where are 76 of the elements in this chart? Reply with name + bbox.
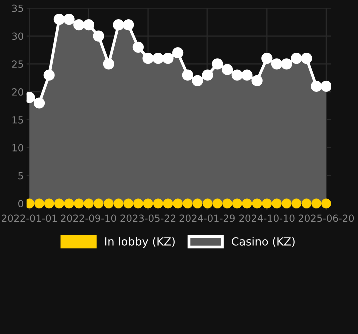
point [162, 53, 174, 64]
point [34, 98, 46, 109]
point [291, 53, 302, 64]
point [103, 58, 114, 70]
point [252, 75, 263, 86]
point [44, 198, 54, 209]
point [212, 58, 224, 70]
y-tick-label: 5 [18, 172, 24, 180]
point [143, 198, 154, 209]
point [281, 58, 292, 70]
point [182, 70, 194, 81]
point [262, 198, 272, 209]
point [93, 30, 104, 42]
y-tick-label: 15 [12, 116, 24, 124]
point [83, 20, 95, 31]
point [84, 198, 94, 209]
point [222, 198, 232, 209]
point [242, 198, 252, 209]
point [311, 80, 322, 92]
point [232, 70, 243, 81]
y-tick-label: 25 [12, 60, 24, 68]
legend-label: In lobby (KZ) [105, 237, 175, 248]
point [153, 198, 164, 209]
point [302, 198, 312, 209]
point [114, 198, 124, 209]
x-tick-label: 2023-05-22 [120, 214, 176, 222]
point [292, 198, 302, 209]
x-tick-label: 2022-01-01 [2, 214, 58, 222]
point [34, 198, 44, 209]
point [272, 198, 282, 209]
point [142, 53, 154, 64]
x-tick-label: 2024-01-29 [180, 214, 235, 222]
point [163, 198, 174, 209]
x-tick-label: 2024-10-10 [240, 214, 295, 222]
point [124, 198, 134, 209]
point [132, 42, 144, 53]
point [54, 198, 64, 209]
point [282, 198, 292, 209]
point [232, 198, 242, 209]
point [242, 70, 253, 81]
point [94, 198, 104, 209]
point [74, 20, 85, 31]
point [183, 198, 193, 209]
point [322, 198, 332, 209]
legend-label: Casino (KZ) [232, 237, 295, 248]
y-tick-label: 10 [12, 144, 24, 152]
point [64, 198, 74, 209]
point [74, 198, 84, 209]
x-tick-label: 2025-06-20 [298, 214, 354, 222]
point [172, 47, 184, 59]
point [212, 198, 223, 209]
y-tick-label: 35 [12, 4, 24, 12]
point [64, 14, 75, 26]
point [123, 20, 134, 31]
point [202, 198, 213, 209]
point [320, 80, 332, 92]
point [134, 198, 144, 209]
point [252, 198, 262, 209]
point [301, 53, 312, 64]
point [104, 198, 114, 209]
point [192, 75, 204, 86]
point [113, 20, 124, 31]
y-tick-label: 0 [18, 200, 24, 208]
point [222, 64, 234, 76]
point [44, 70, 55, 81]
point [152, 53, 164, 64]
point [312, 198, 322, 209]
point [54, 14, 65, 26]
point [271, 58, 283, 70]
y-tick-label: 20 [12, 88, 24, 96]
point [173, 198, 183, 209]
point [202, 70, 214, 81]
y-tick-label: 30 [12, 32, 24, 40]
point [262, 53, 273, 64]
point [192, 198, 203, 209]
x-tick-label: 2022-09-10 [61, 214, 116, 222]
